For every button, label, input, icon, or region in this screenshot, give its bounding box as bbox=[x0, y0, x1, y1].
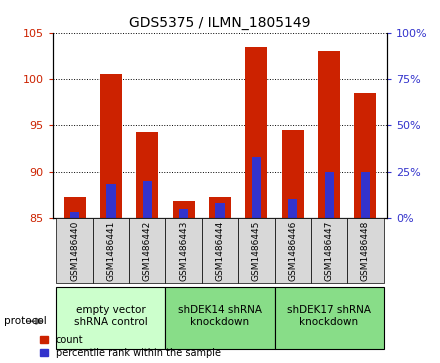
Text: empty vector
shRNA control: empty vector shRNA control bbox=[74, 305, 148, 327]
FancyBboxPatch shape bbox=[275, 287, 384, 348]
Bar bbox=[252, 157, 261, 218]
Text: shDEK14 shRNA
knockdown: shDEK14 shRNA knockdown bbox=[178, 305, 262, 327]
Bar bbox=[246, 46, 267, 218]
Bar bbox=[216, 203, 224, 218]
Text: GSM1486447: GSM1486447 bbox=[325, 221, 334, 281]
Bar bbox=[361, 171, 370, 218]
Text: protocol: protocol bbox=[4, 316, 47, 326]
Text: GSM1486444: GSM1486444 bbox=[216, 221, 224, 281]
FancyBboxPatch shape bbox=[275, 218, 311, 283]
Bar bbox=[179, 208, 188, 218]
Text: GSM1486448: GSM1486448 bbox=[361, 221, 370, 281]
Bar bbox=[209, 196, 231, 218]
Bar bbox=[70, 212, 79, 218]
FancyBboxPatch shape bbox=[165, 218, 202, 283]
Bar bbox=[106, 184, 116, 218]
Legend: count, percentile rank within the sample: count, percentile rank within the sample bbox=[40, 335, 220, 358]
Bar bbox=[282, 130, 304, 218]
Title: GDS5375 / ILMN_1805149: GDS5375 / ILMN_1805149 bbox=[129, 16, 311, 30]
Bar bbox=[173, 201, 194, 218]
Bar bbox=[100, 74, 122, 218]
Bar bbox=[318, 51, 340, 218]
Text: GSM1486443: GSM1486443 bbox=[179, 221, 188, 281]
Text: GSM1486441: GSM1486441 bbox=[106, 221, 115, 281]
Text: GSM1486442: GSM1486442 bbox=[143, 221, 152, 281]
Bar bbox=[288, 199, 297, 218]
Text: GSM1486440: GSM1486440 bbox=[70, 221, 79, 281]
Text: GSM1486445: GSM1486445 bbox=[252, 221, 261, 281]
Bar bbox=[355, 93, 376, 218]
Bar bbox=[325, 171, 334, 218]
FancyBboxPatch shape bbox=[165, 287, 275, 348]
Bar bbox=[64, 197, 85, 218]
FancyBboxPatch shape bbox=[311, 218, 347, 283]
FancyBboxPatch shape bbox=[56, 287, 165, 348]
Bar bbox=[136, 132, 158, 218]
Bar bbox=[143, 181, 152, 218]
FancyBboxPatch shape bbox=[238, 218, 275, 283]
FancyBboxPatch shape bbox=[129, 218, 165, 283]
FancyBboxPatch shape bbox=[56, 218, 93, 283]
FancyBboxPatch shape bbox=[347, 218, 384, 283]
FancyBboxPatch shape bbox=[202, 218, 238, 283]
Text: GSM1486446: GSM1486446 bbox=[288, 221, 297, 281]
Text: shDEK17 shRNA
knockdown: shDEK17 shRNA knockdown bbox=[287, 305, 371, 327]
FancyBboxPatch shape bbox=[93, 218, 129, 283]
